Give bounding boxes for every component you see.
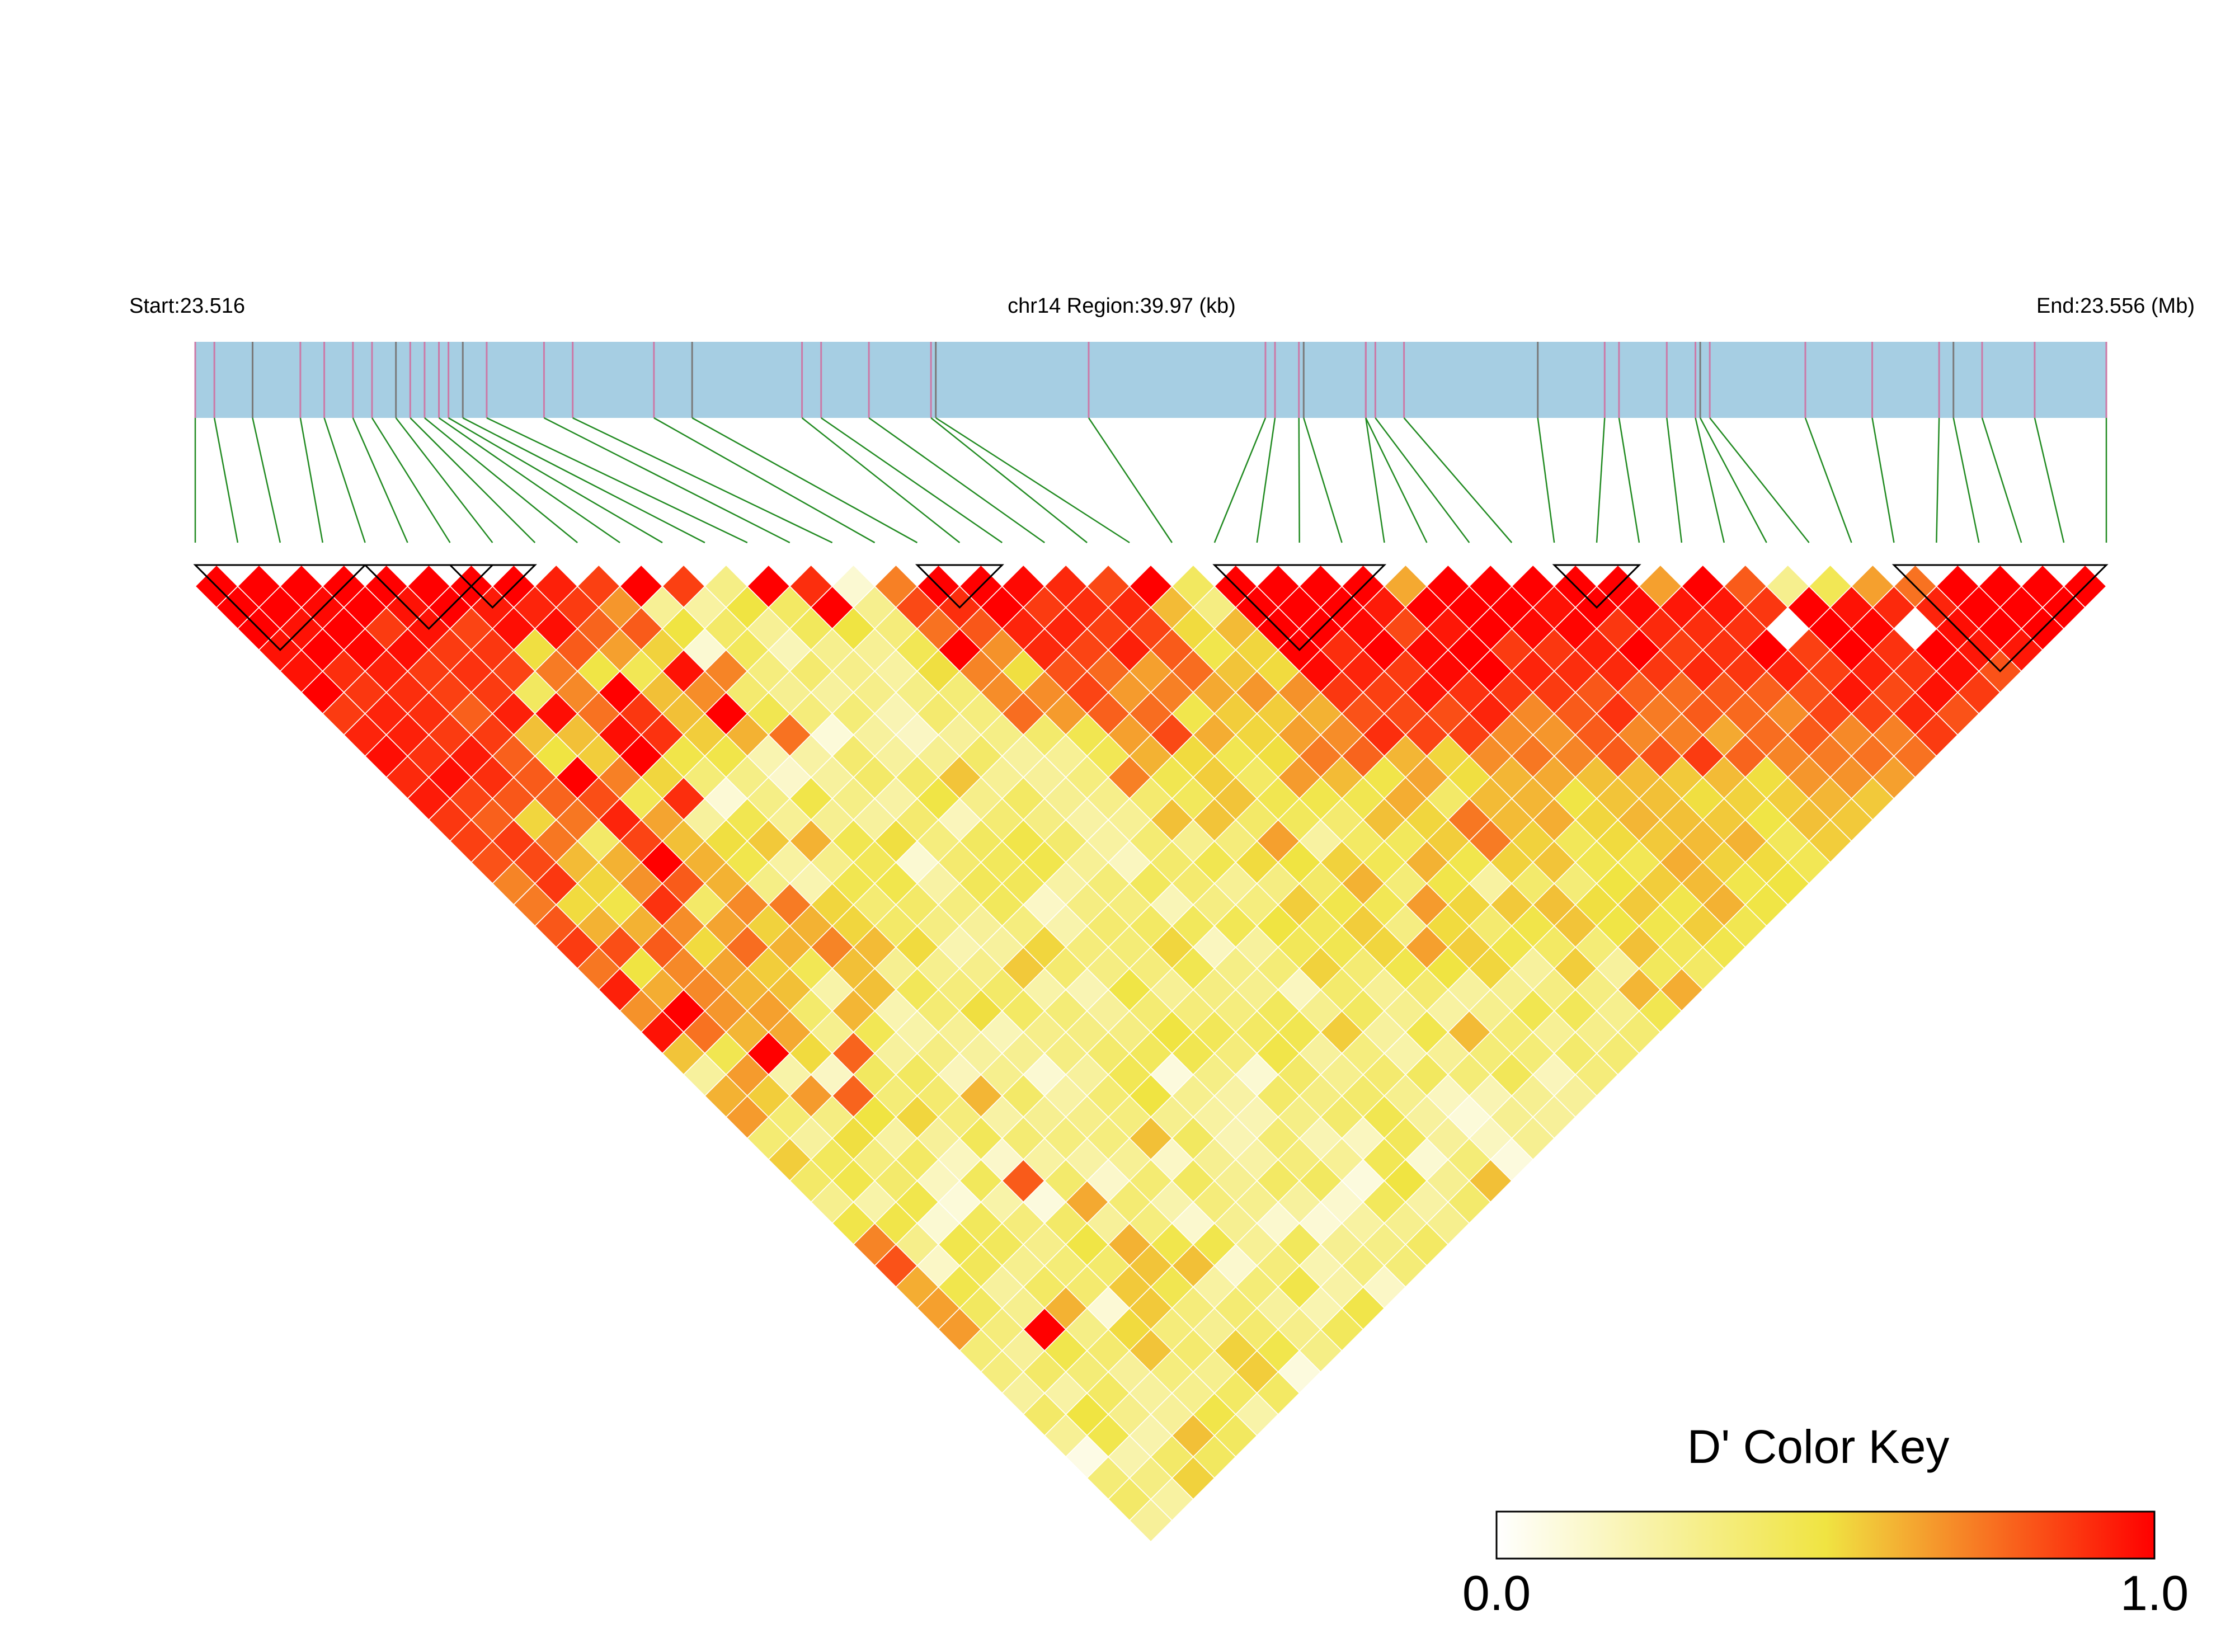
haplotype-block-outline [1891,564,2109,672]
snp-connector-line [486,417,748,544]
color-key-max-label: 1.0 [2120,1565,2189,1621]
snp-connector-line [299,417,323,543]
snp-connector-line [821,417,1003,544]
snp-connector-line [691,417,918,544]
snp-connector-line [1596,417,1606,543]
region-start-label: Start:23.516 [129,294,245,318]
snp-connector-line [1981,417,2022,543]
snp-connector-line [1303,417,1343,543]
haplotype-block-outlines [193,564,2109,672]
ld-heatmap-cells [194,564,2107,1543]
snp-connector-line [1871,417,1895,543]
snp-connector-line [438,417,620,544]
color-key-bar [1495,1510,2156,1560]
snp-connector-line [801,417,961,543]
snp-connector-lines [194,417,2107,544]
snp-connector-line [1256,417,1276,543]
haplotype-block-outline [448,564,537,609]
region-end-label: End:23.556 (Mb) [2036,294,2195,318]
snp-connector-line [410,417,536,543]
snp-connector-line [1537,417,1555,543]
color-key-title: D' Color Key [1687,1420,1950,1473]
snp-connector-line [935,417,1130,544]
snp-connector-line [1365,417,1385,543]
haplotype-block-outline [363,564,495,630]
snp-connector-line [371,417,451,543]
snp-connector-line [2034,417,2065,543]
snp-connector-line [323,417,366,543]
haplotype-block-outline [1552,564,1641,609]
snp-connector-line [252,417,281,543]
snp-connector-line [424,417,578,543]
snp-connector-line [352,417,408,543]
genomic-track [195,342,2106,418]
snp-connector-line [462,417,705,544]
snp-connector-line [1298,417,1300,543]
snp-connector-line [1936,417,1940,543]
snp-connector-line [1699,417,1767,543]
snp-connector-line [1666,417,1683,543]
region-title: chr14 Region:39.97 (kb) [1008,294,1236,318]
snp-connector-line [1952,417,1980,543]
snp-connector-line [1618,417,1640,543]
snp-connector-line [1695,417,1725,543]
color-key-min-label: 0.0 [1462,1565,1531,1621]
haplotype-block-outline [193,564,368,651]
snp-connector-line [1403,417,1513,543]
snp-connector-line [868,417,1045,544]
snp-connector-line [543,417,791,544]
snp-connector-line [448,417,663,544]
snp-connector-line [1213,417,1267,543]
snp-connector-line [213,417,239,543]
snp-connector-line [1804,417,1852,543]
snp-connector-line [1088,417,1173,543]
snp-connector-line [653,417,876,544]
snp-connector-line [1375,417,1470,543]
snp-connector-line [572,417,833,544]
snp-connector-line [1365,417,1428,543]
haplotype-block-outline [915,564,1004,609]
haplotype-block-outline [1212,564,1387,651]
snp-position-ticks [194,342,2107,418]
snp-connector-line [1709,417,1810,543]
snp-connector-line [395,417,493,543]
snp-connector-line [930,417,1088,543]
